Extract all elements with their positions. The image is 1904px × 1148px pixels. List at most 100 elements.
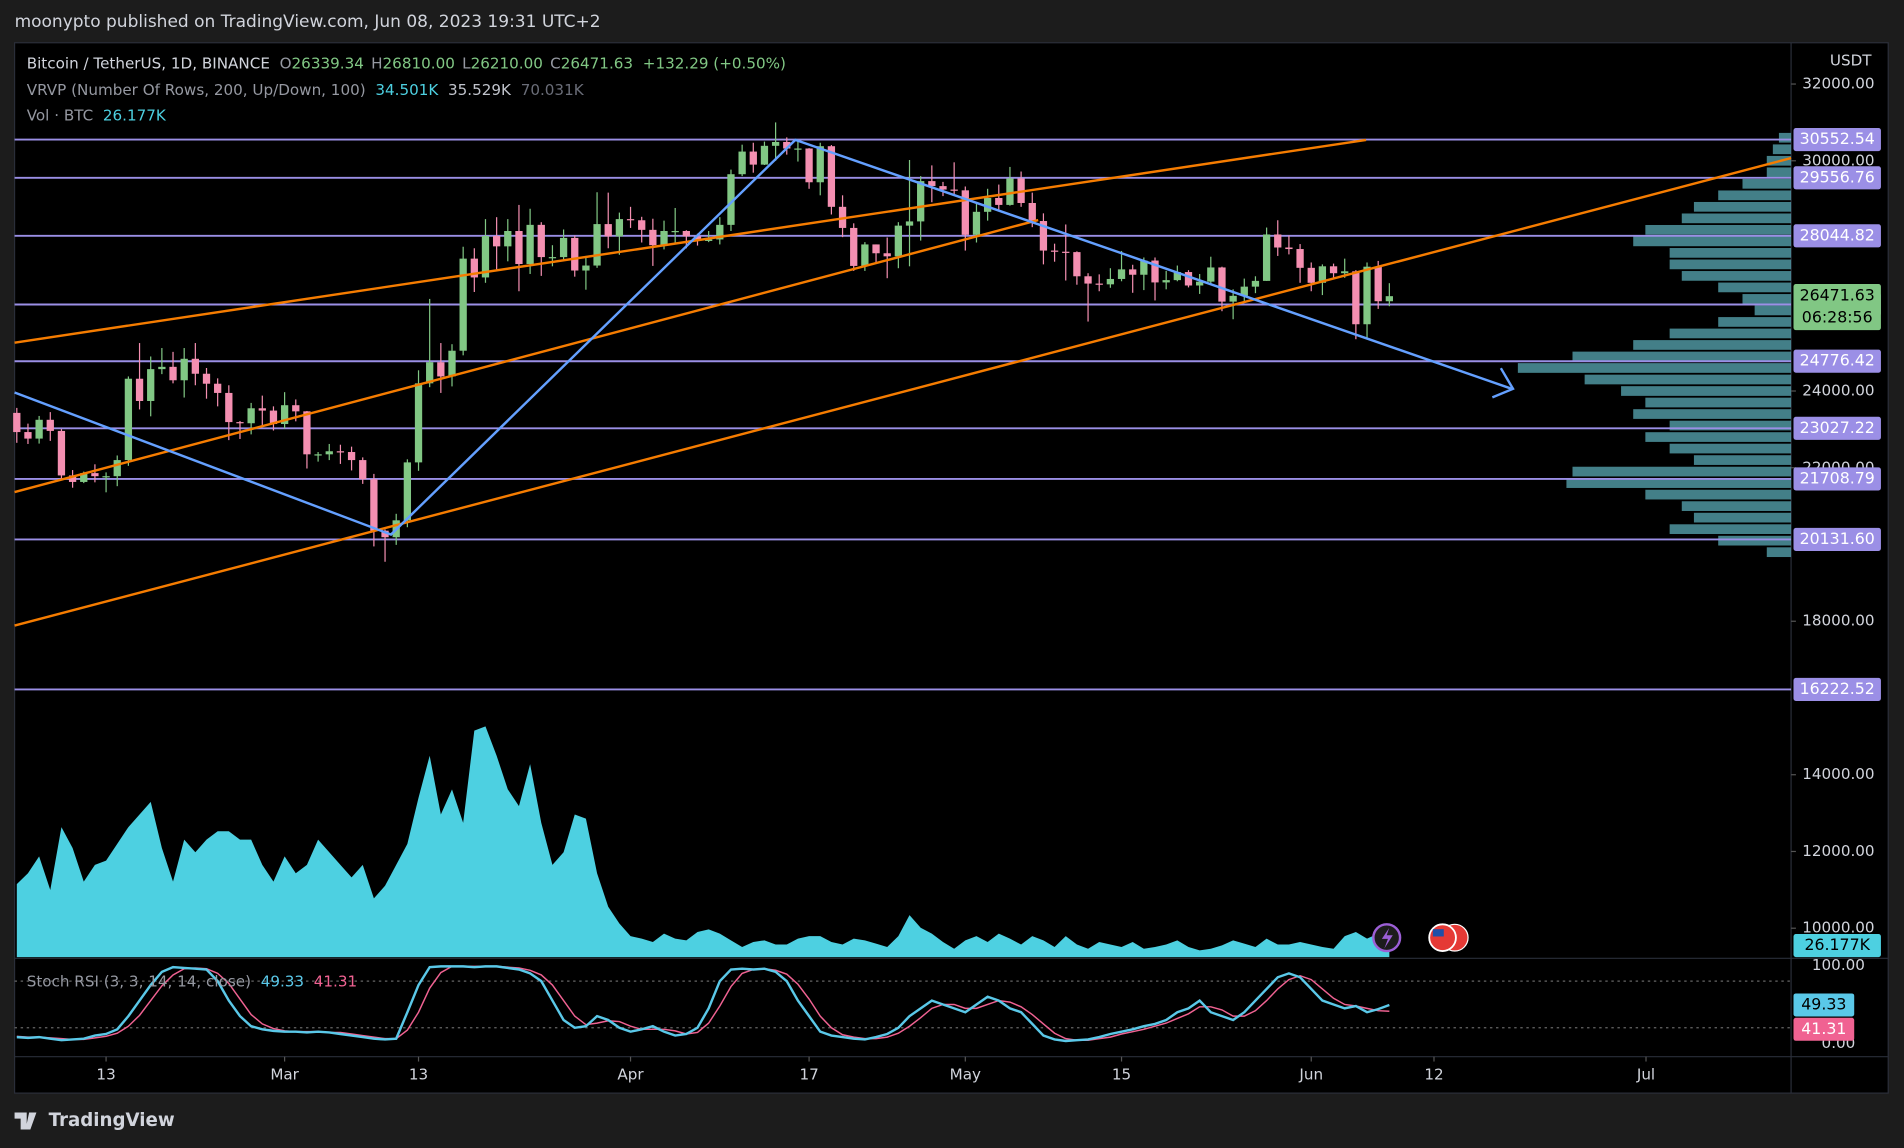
x-tick-label: Mar	[270, 1065, 299, 1083]
candle-body	[515, 231, 523, 265]
footer-brand: TradingView	[49, 1110, 175, 1131]
candle-body	[705, 239, 713, 241]
volume-profile-row	[1766, 547, 1792, 558]
volume-profile-row	[1621, 386, 1792, 396]
candle-body	[883, 253, 891, 257]
level-label-box	[1793, 416, 1881, 440]
volume-profile-row	[1718, 282, 1792, 293]
level-label: 21708.79	[1800, 468, 1875, 487]
level-label: 16222.52	[1800, 679, 1875, 698]
level-label: 20131.60	[1800, 529, 1875, 548]
candle-body	[1117, 269, 1126, 279]
level-label: 23027.22	[1800, 418, 1875, 437]
y-tick-label: 32000.00	[1802, 75, 1874, 93]
stoch-d-line	[16, 965, 1390, 1041]
candle-body	[314, 454, 322, 456]
level-label-box	[1793, 166, 1881, 190]
volume-profile-row	[1572, 466, 1792, 477]
candle-body	[582, 265, 590, 271]
candle-body	[1229, 295, 1237, 302]
candle-body	[202, 373, 211, 384]
legend-main: Bitcoin / TetherUS, 1D, BINANCE O26339.3…	[27, 54, 786, 72]
candle-body	[850, 227, 858, 266]
candle-body	[1140, 260, 1148, 275]
legend-volume: Vol · BTC 26.177K	[27, 106, 167, 124]
volume-profile-row	[1669, 259, 1792, 270]
candle-body	[459, 258, 467, 351]
candle-body	[325, 451, 333, 455]
candle-body	[1296, 249, 1304, 268]
legend-value: 26810.00	[383, 54, 455, 72]
legend-key: O	[280, 54, 292, 72]
volume-profile-row	[1517, 363, 1792, 373]
candle-body	[1095, 283, 1103, 285]
legend-change: +132.29 (+0.50%)	[643, 54, 786, 72]
candle-body	[1050, 250, 1059, 252]
y-tick-label: 30000.00	[1802, 151, 1874, 169]
candle-body	[771, 141, 780, 146]
candle-body	[1073, 252, 1081, 277]
x-tick-label: Jun	[1298, 1065, 1323, 1083]
footer-logo: TradingView	[14, 1110, 175, 1131]
x-tick-label: 12	[1424, 1065, 1443, 1083]
vrvp-title: VRVP (Number Of Rows, 200, Up/Down, 100)	[27, 81, 366, 99]
volume-profile-row	[1669, 248, 1792, 258]
candle-body	[649, 229, 657, 246]
candle-body	[638, 220, 646, 230]
candle-body	[35, 419, 43, 439]
candle-body	[1240, 286, 1248, 296]
candle-body	[827, 146, 836, 207]
candle-body	[247, 408, 255, 424]
candle-body	[258, 408, 266, 411]
flag-icon-glyph	[1432, 929, 1444, 937]
volume-profile-row	[1645, 489, 1792, 500]
stoch-k-label: 49.33	[1801, 994, 1846, 1013]
stoch-tick-label: 100.00	[1812, 956, 1865, 974]
candle-body	[80, 473, 88, 482]
volume-profile-row	[1681, 271, 1792, 281]
y-tick-label: 12000.00	[1802, 842, 1874, 860]
candle-body	[169, 366, 177, 381]
volume-profile-row	[1645, 224, 1792, 235]
volume-profile-row	[1669, 420, 1792, 431]
candle-body	[548, 257, 557, 259]
candle-body	[191, 358, 199, 374]
candle-body	[303, 411, 311, 455]
volume-profile-row	[1669, 328, 1792, 339]
candle-body	[414, 383, 423, 463]
candle-body	[46, 419, 54, 431]
drawings	[14, 138, 1792, 953]
candle-body	[448, 350, 456, 377]
candle-body	[214, 383, 222, 393]
candle-body	[961, 190, 969, 235]
candle-body	[359, 460, 367, 480]
candle-body	[727, 174, 735, 225]
candle-body	[180, 358, 188, 381]
candle-body	[861, 244, 869, 266]
candle-body	[437, 362, 445, 377]
y-tick-label: 24000.00	[1802, 382, 1874, 400]
candle-body	[1318, 266, 1327, 283]
volume-profile-row	[1718, 190, 1792, 201]
volume-area	[16, 726, 1390, 958]
x-tick-label: Apr	[617, 1065, 644, 1083]
candle-body	[894, 225, 903, 257]
candle-body	[1184, 272, 1193, 286]
candle-body	[292, 405, 300, 412]
legend-value: 26339.34	[292, 54, 364, 72]
candle-body	[1196, 281, 1204, 286]
trend-line	[14, 218, 1039, 494]
candle-body	[1084, 276, 1092, 284]
flag-icon[interactable]	[1428, 923, 1457, 952]
candle-body	[983, 198, 992, 212]
candle-body	[504, 231, 512, 247]
candle-body	[816, 146, 824, 183]
level-label-box	[1793, 349, 1881, 373]
candle-body	[1218, 267, 1226, 302]
candle-body	[526, 224, 534, 265]
level-label: 28044.82	[1800, 225, 1875, 244]
candle-body	[995, 198, 1003, 205]
volume-profile-row	[1645, 432, 1792, 442]
candle-body	[1039, 221, 1048, 251]
